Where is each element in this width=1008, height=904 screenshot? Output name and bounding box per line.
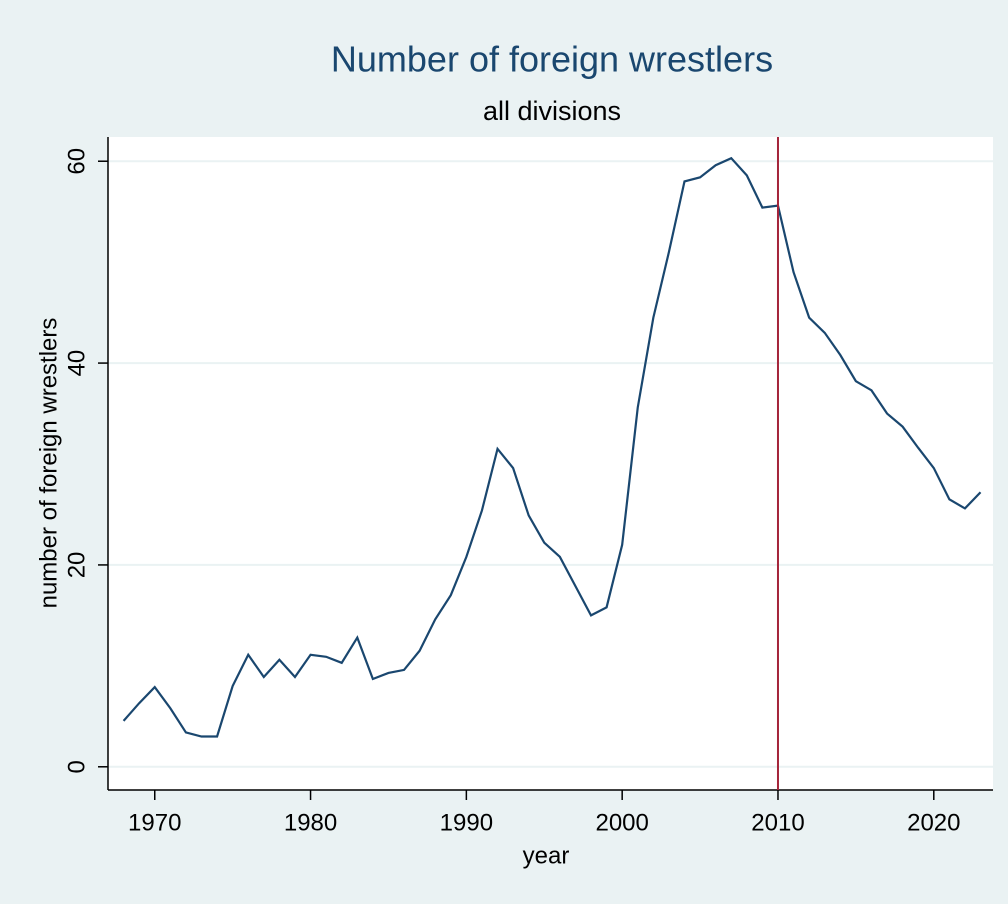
y-tick-label: 20 — [63, 552, 90, 579]
y-tick-label: 40 — [63, 350, 90, 377]
chart-subtitle: all divisions — [483, 96, 621, 126]
y-tick-label: 60 — [63, 148, 90, 175]
x-axis-title: year — [523, 842, 570, 869]
plot-area — [108, 137, 993, 790]
y-tick-label: 0 — [63, 760, 90, 773]
chart-title: Number of foreign wrestlers — [331, 39, 773, 80]
line — [122, 156, 982, 738]
y-axis-title: number of foreign wrestlers — [35, 318, 62, 609]
x-tick-label: 1980 — [284, 809, 337, 836]
x-tick-label: 2020 — [907, 809, 960, 836]
x-tick-label: 2000 — [595, 809, 648, 836]
x-tick-label: 1970 — [128, 809, 181, 836]
x-tick-label: 2010 — [751, 809, 804, 836]
x-tick-label: 1990 — [440, 809, 493, 836]
